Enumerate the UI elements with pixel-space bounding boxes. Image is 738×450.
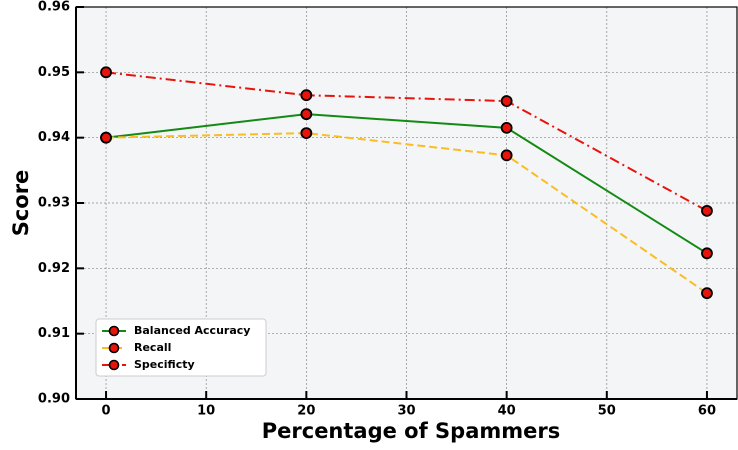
y-tick-label: 0.94 bbox=[38, 130, 70, 145]
data-point bbox=[701, 247, 713, 260]
x-tick-label: 0 bbox=[102, 404, 111, 419]
legend-label: Specificty bbox=[134, 358, 195, 371]
data-point bbox=[100, 66, 112, 79]
x-tick-label: 50 bbox=[598, 404, 616, 419]
data-point bbox=[500, 121, 513, 134]
data-point bbox=[701, 204, 713, 217]
series-line bbox=[105, 71, 708, 212]
x-tick-label: 60 bbox=[698, 404, 716, 419]
legend-marker bbox=[108, 342, 120, 354]
legend-marker bbox=[108, 359, 120, 371]
y-tick-label: 0.91 bbox=[38, 326, 70, 341]
series-line bbox=[106, 132, 708, 294]
x-tick-label: 20 bbox=[297, 404, 315, 419]
legend-label: Balanced Accuracy bbox=[134, 324, 250, 337]
data-point bbox=[500, 95, 513, 107]
y-axis-label: Score bbox=[9, 170, 33, 237]
x-tick-label: 10 bbox=[197, 404, 215, 419]
x-tick-label: 30 bbox=[397, 404, 415, 419]
legend-marker bbox=[108, 325, 120, 337]
data-point bbox=[500, 149, 513, 162]
series-line bbox=[105, 113, 708, 255]
y-tick-label: 0.92 bbox=[38, 261, 70, 276]
legend-label: Recall bbox=[134, 341, 171, 354]
y-tick-label: 0.90 bbox=[38, 392, 70, 407]
data-point bbox=[300, 127, 313, 139]
y-tick-label: 0.95 bbox=[38, 65, 70, 80]
data-point bbox=[100, 131, 112, 144]
y-tick-label: 0.96 bbox=[38, 0, 70, 15]
legend-box bbox=[95, 318, 267, 377]
legend: Balanced Accuracy Recall Specificty bbox=[95, 318, 267, 377]
x-tick-label: 40 bbox=[498, 404, 516, 419]
data-point bbox=[701, 287, 713, 300]
data-point bbox=[300, 108, 313, 121]
data-point bbox=[300, 89, 313, 102]
y-tick-label: 0.93 bbox=[38, 196, 70, 211]
x-axis-label: Percentage of Spammers bbox=[262, 419, 561, 443]
